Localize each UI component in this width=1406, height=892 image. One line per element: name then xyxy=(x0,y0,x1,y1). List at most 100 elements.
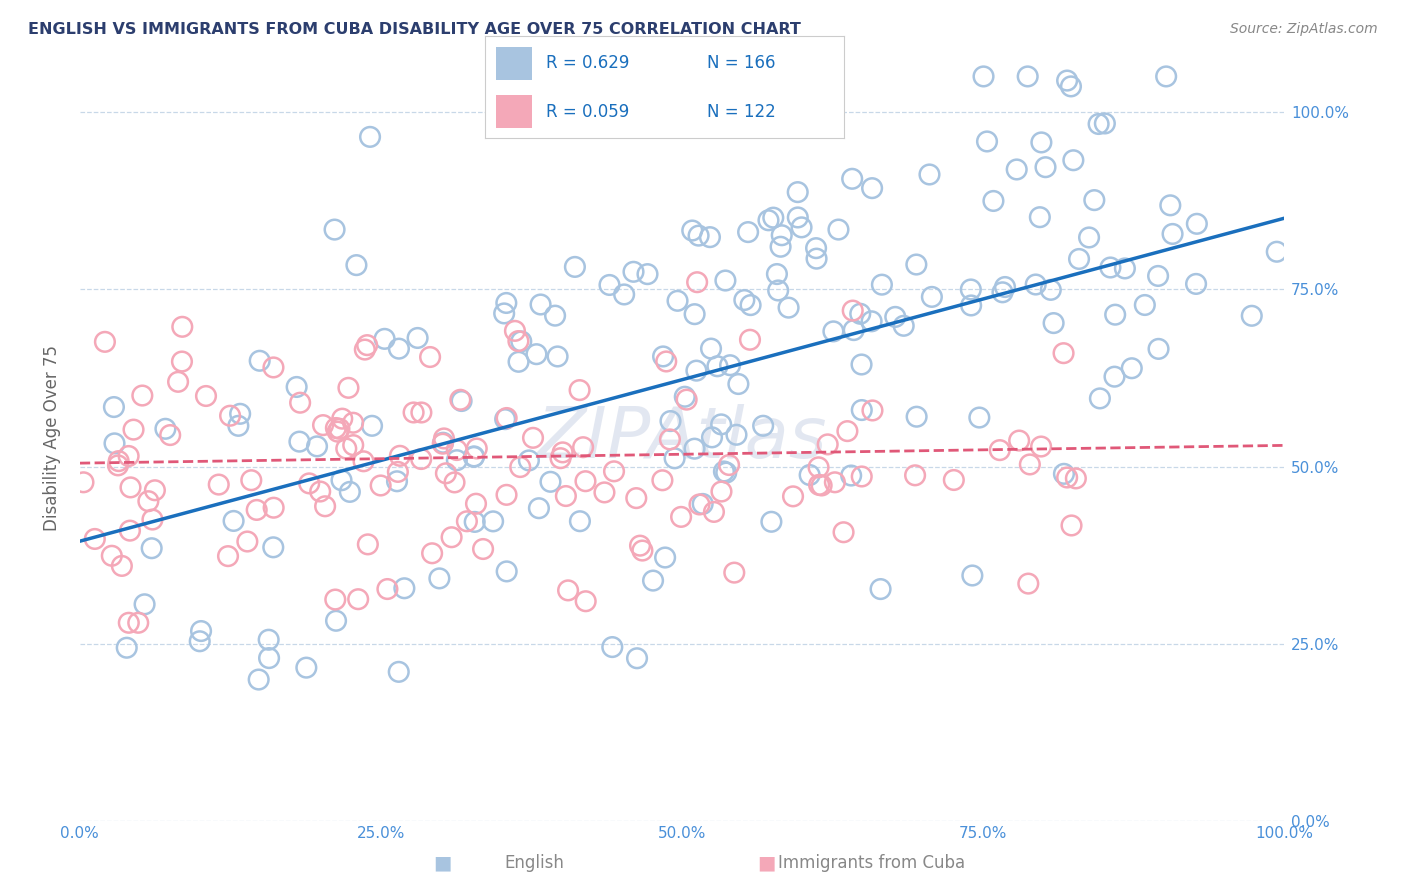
Point xyxy=(111,558,134,573)
Point xyxy=(118,524,141,538)
Point xyxy=(446,443,468,458)
Point xyxy=(456,514,478,528)
Text: R = 0.059: R = 0.059 xyxy=(546,103,630,120)
Point xyxy=(766,284,789,298)
Point xyxy=(122,423,145,437)
Point xyxy=(388,665,411,679)
Point xyxy=(658,433,681,447)
Text: Source: ZipAtlas.com: Source: ZipAtlas.com xyxy=(1230,22,1378,37)
Point xyxy=(1114,261,1136,276)
Point xyxy=(1029,210,1052,224)
Point xyxy=(837,424,859,438)
Point xyxy=(832,525,855,540)
Point xyxy=(740,298,762,312)
Point xyxy=(713,465,735,479)
Point xyxy=(942,473,965,487)
Point xyxy=(1159,198,1181,212)
Point xyxy=(517,453,540,467)
Point xyxy=(770,228,793,243)
Point xyxy=(969,410,991,425)
Point xyxy=(1067,252,1090,266)
Point xyxy=(700,430,723,444)
Text: ■: ■ xyxy=(756,854,776,872)
Point xyxy=(686,275,709,289)
Point xyxy=(603,464,626,478)
Point xyxy=(761,515,783,529)
Point xyxy=(786,185,808,199)
Point xyxy=(1029,440,1052,454)
Point xyxy=(374,332,396,346)
Point xyxy=(851,358,873,372)
Point xyxy=(976,135,998,149)
Point xyxy=(631,543,654,558)
Point xyxy=(117,449,139,463)
Point xyxy=(1018,458,1040,472)
Point xyxy=(326,425,349,439)
Point xyxy=(1060,518,1083,533)
Point xyxy=(443,475,465,490)
Point xyxy=(637,267,659,281)
Point xyxy=(342,416,364,430)
Point xyxy=(962,568,984,582)
Point xyxy=(652,350,675,364)
Point xyxy=(526,347,548,361)
Point xyxy=(143,483,166,498)
Point xyxy=(127,615,149,630)
Point xyxy=(710,484,733,499)
Point xyxy=(262,541,284,555)
Point xyxy=(669,509,692,524)
Point xyxy=(808,478,831,492)
Point xyxy=(1060,79,1083,94)
Point xyxy=(305,439,328,453)
Point xyxy=(827,222,849,236)
Text: Immigrants from Cuba: Immigrants from Cuba xyxy=(778,855,966,872)
Point xyxy=(799,468,821,483)
Point xyxy=(790,220,813,235)
Point xyxy=(593,485,616,500)
Point xyxy=(870,277,893,292)
Point xyxy=(325,421,347,435)
Point xyxy=(689,498,711,512)
Point xyxy=(564,260,586,274)
Point xyxy=(758,213,780,227)
Point xyxy=(495,565,517,579)
Point xyxy=(325,614,347,628)
Point xyxy=(464,515,486,529)
Point xyxy=(659,414,682,428)
Point xyxy=(550,451,572,466)
Point xyxy=(472,541,495,556)
Point xyxy=(141,541,163,556)
Point xyxy=(869,582,891,596)
Point xyxy=(1039,283,1062,297)
Point xyxy=(394,581,416,595)
Point xyxy=(547,350,569,364)
Point xyxy=(544,309,567,323)
Point xyxy=(217,549,239,563)
Point xyxy=(495,296,517,310)
Point xyxy=(463,450,485,464)
Point xyxy=(134,597,156,611)
Point xyxy=(263,500,285,515)
Point xyxy=(388,342,411,356)
Point xyxy=(1087,117,1109,131)
Point xyxy=(170,354,193,368)
Point xyxy=(921,290,943,304)
Point xyxy=(1031,136,1053,150)
Y-axis label: Disability Age Over 75: Disability Age Over 75 xyxy=(44,345,60,532)
Point xyxy=(288,395,311,409)
Point xyxy=(433,432,456,446)
Point xyxy=(1062,153,1084,168)
Point xyxy=(1017,70,1039,84)
Point xyxy=(613,287,636,301)
Point xyxy=(841,171,863,186)
Point xyxy=(402,405,425,419)
Point xyxy=(429,571,451,585)
Point xyxy=(600,640,623,654)
Point xyxy=(973,70,995,84)
Point xyxy=(377,582,399,596)
Point xyxy=(782,489,804,503)
Point xyxy=(905,409,928,424)
Point xyxy=(138,494,160,508)
Point xyxy=(1094,116,1116,130)
Point xyxy=(718,458,741,472)
